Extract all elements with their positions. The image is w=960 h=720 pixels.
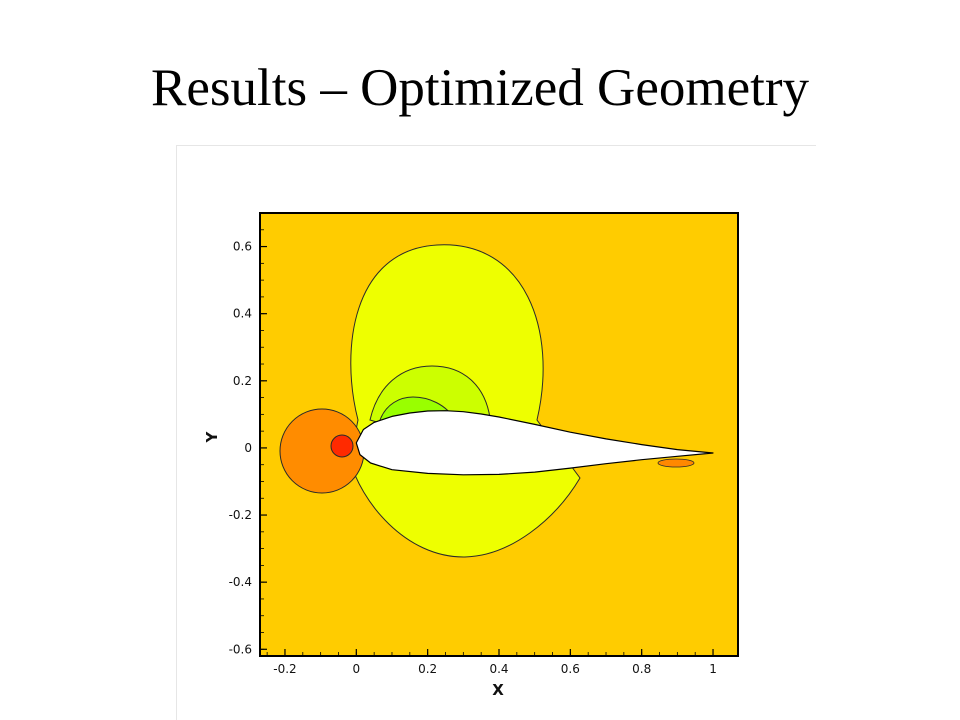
x-axis-title: X [492,681,504,699]
contour-field [279,244,714,558]
contour-trailing-edge-spot [657,458,695,468]
y-tick-label: -0.6 [229,642,252,656]
x-tick-label: -0.2 [273,662,296,676]
y-tick-label: 0.6 [233,240,252,254]
x-tick-label: 0.4 [489,662,508,676]
y-tick-label: -0.4 [229,575,252,589]
y-tick-label: 0.2 [233,374,252,388]
y-tick-label: 0.4 [233,307,252,321]
x-tick-label: 0.6 [561,662,580,676]
y-axis: -0.6 -0.4 -0.2 0 0.2 0.4 0.6 [229,229,267,656]
y-tick-label: 0 [244,441,252,455]
x-tick-label: 0.8 [632,662,651,676]
airfoil-shape [355,410,714,476]
x-tick-label: 0 [352,662,360,676]
y-axis-title: Y [203,430,221,443]
figure-frame [176,145,816,720]
x-tick-label: 0.2 [418,662,437,676]
y-tick-label: -0.2 [229,508,252,522]
contour-leading-edge-inner [330,434,354,458]
x-tick-label: 1 [709,662,717,676]
slide-title: Results – Optimized Geometry [151,59,809,117]
x-axis: -0.2 0 0.2 0.4 0.6 0.8 1 [266,649,717,676]
